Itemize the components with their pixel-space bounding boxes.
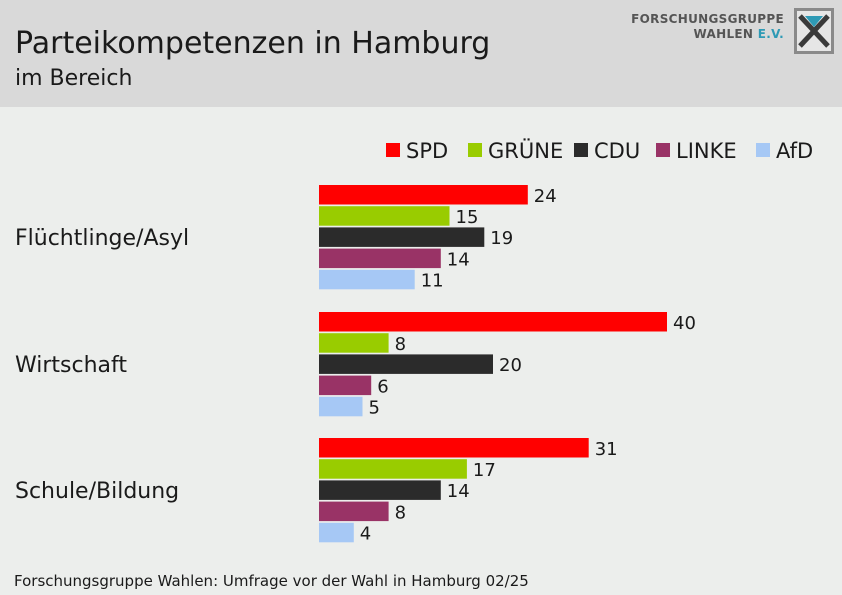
data-label-schule-bildung-cdu: 14	[447, 481, 470, 502]
logo-wordmark: FORSCHUNGSGRUPPE WAHLEN E.V.	[631, 12, 784, 42]
legend-swatch-spd	[386, 143, 400, 157]
chart-subtitle: im Bereich	[15, 66, 133, 91]
data-label-fluechtlinge-asyl-afd: 11	[421, 271, 444, 292]
legend-swatch-linke	[656, 143, 670, 157]
logo-line-1: FORSCHUNGSGRUPPE	[631, 12, 784, 26]
bar-schule-bildung-gruene	[319, 459, 467, 479]
bar-fluechtlinge-asyl-cdu	[319, 227, 485, 247]
data-label-schule-bildung-spd: 31	[595, 439, 618, 460]
source-note: Forschungsgruppe Wahlen: Umfrage vor der…	[14, 572, 529, 590]
bar-fluechtlinge-asyl-afd	[319, 269, 415, 290]
legend-label-afd: AfD	[776, 139, 813, 163]
bar-schule-bildung-linke	[319, 501, 389, 522]
legend-label-linke: LINKE	[676, 139, 737, 163]
data-label-wirtschaft-spd: 40	[673, 313, 696, 334]
data-label-fluechtlinge-asyl-spd: 24	[534, 186, 557, 207]
data-label-wirtschaft-afd: 5	[369, 398, 380, 419]
data-label-wirtschaft-linke: 6	[377, 376, 388, 397]
logo: FORSCHUNGSGRUPPE WAHLEN E.V.	[631, 8, 834, 58]
logo-line-2: WAHLEN E.V.	[631, 27, 784, 42]
data-label-fluechtlinge-asyl-gruene: 15	[456, 207, 479, 228]
legend-swatch-gruene	[468, 143, 482, 157]
logo-line-2-main: WAHLEN	[693, 27, 754, 41]
bar-wirtschaft-afd	[319, 396, 363, 417]
chart-title: Parteikompetenzen in Hamburg	[15, 26, 491, 61]
header-band: Parteikompetenzen in Hamburg im Bereich …	[0, 0, 842, 107]
bar-schule-bildung-spd	[319, 438, 589, 458]
logo-line-2-suffix: E.V.	[757, 27, 784, 41]
data-label-fluechtlinge-asyl-cdu: 19	[490, 228, 513, 249]
category-label-schule-bildung: Schule/Bildung	[15, 479, 179, 504]
data-label-wirtschaft-cdu: 20	[499, 355, 522, 376]
data-label-schule-bildung-linke: 8	[395, 502, 406, 523]
legend-label-cdu: CDU	[594, 139, 640, 163]
legend-swatch-cdu	[574, 143, 588, 157]
bar-wirtschaft-cdu	[319, 354, 493, 374]
data-label-schule-bildung-gruene: 17	[473, 460, 496, 481]
bar-wirtschaft-spd	[319, 312, 667, 332]
legend-label-gruene: GRÜNE	[488, 138, 563, 163]
chart: SPD GRÜNE CDU LINKE AfD Flüchtlinge/Asyl 24 15 1…	[15, 138, 813, 545]
bar-wirtschaft-linke	[319, 375, 372, 396]
data-label-fluechtlinge-asyl-linke: 14	[447, 249, 470, 270]
bar-fluechtlinge-asyl-gruene	[319, 206, 450, 226]
legend-label-spd: SPD	[406, 139, 448, 163]
logo-x-mark-icon	[794, 8, 834, 54]
bar-fluechtlinge-asyl-spd	[319, 185, 528, 205]
category-label-fluechtlinge-asyl: Flüchtlinge/Asyl	[15, 226, 189, 251]
data-label-schule-bildung-afd: 4	[360, 524, 371, 545]
legend-swatch-afd	[756, 143, 770, 157]
bar-schule-bildung-afd	[319, 522, 354, 543]
data-label-wirtschaft-gruene: 8	[395, 334, 406, 355]
category-label-wirtschaft: Wirtschaft	[15, 353, 127, 378]
bar-fluechtlinge-asyl-linke	[319, 248, 441, 269]
bar-schule-bildung-cdu	[319, 480, 441, 500]
bar-wirtschaft-gruene	[319, 333, 389, 353]
